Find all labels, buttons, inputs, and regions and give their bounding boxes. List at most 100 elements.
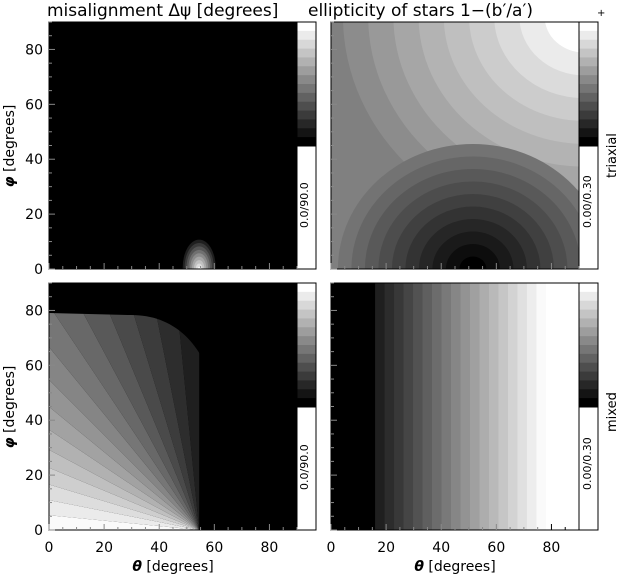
contour-band <box>375 283 386 530</box>
colorbar-step <box>297 75 316 85</box>
colorbar-step <box>297 371 316 381</box>
colorbar-step <box>297 345 316 355</box>
contour-band <box>507 283 519 530</box>
x-tick-label: 40 <box>432 540 450 556</box>
colorbar-step <box>579 336 598 346</box>
y-tick-label: 40 <box>25 152 43 168</box>
panel-bottom-right-ellipticity-mixed <box>331 283 579 530</box>
x-tick-label: 60 <box>487 540 505 556</box>
colorbar-step <box>579 327 598 337</box>
colorbar-step <box>297 353 316 364</box>
y-tick-label: 20 <box>25 468 43 484</box>
colorbar-step <box>297 30 316 41</box>
colorbar-label-top-left: 0.0/90.0 <box>298 182 311 228</box>
colorbar-step <box>297 66 316 76</box>
colorbar-step <box>579 66 598 76</box>
contour-band <box>49 515 200 530</box>
colorbar-step <box>297 57 316 67</box>
colorbar-step <box>297 336 316 346</box>
contour-band <box>384 283 395 530</box>
colorbar-step <box>579 362 598 373</box>
contour-band <box>545 283 579 530</box>
colorbar-label-bottom-left: 0.0/90.0 <box>298 444 311 490</box>
contour-band <box>460 283 471 530</box>
row-label-mixed: mixed <box>605 392 620 432</box>
y-tick-label: 60 <box>25 97 43 113</box>
contour-band <box>432 283 443 530</box>
right-title-marker: + <box>597 8 605 19</box>
x-axis-label-left: θ [degrees] <box>132 559 213 575</box>
y-tick-label: 60 <box>25 358 43 374</box>
contour-band <box>498 283 509 530</box>
colorbar-step <box>579 57 598 67</box>
x-tick-label: 60 <box>205 540 223 556</box>
colorbar-step <box>579 345 598 355</box>
panel-bottom-left-misalignment-mixed <box>49 283 297 530</box>
colorbar-step <box>579 101 598 112</box>
heatmap-background <box>49 22 297 269</box>
left-column-title: misalignment Δψ [degrees] <box>47 1 278 21</box>
panel-top-right-ellipticity-triaxial <box>331 22 579 269</box>
colorbar-step <box>297 84 316 94</box>
contour-band <box>197 266 201 269</box>
colorbar-step <box>579 309 598 319</box>
colorbar-step <box>579 119 598 129</box>
colorbar-step <box>297 128 316 138</box>
contour-band <box>422 283 433 530</box>
contour-band <box>49 484 200 530</box>
contour-band <box>441 283 452 530</box>
contour-band <box>49 305 200 530</box>
contour-band <box>451 283 462 530</box>
contour-band <box>394 283 405 530</box>
contour-band <box>479 283 490 530</box>
colorbar-step <box>297 291 316 302</box>
colorbar-step <box>297 283 316 293</box>
colorbar-step <box>579 380 598 390</box>
colorbar-step <box>579 92 598 103</box>
colorbar-bottom-right <box>578 282 599 531</box>
colorbar-step <box>297 92 316 103</box>
colorbar-step <box>579 283 598 293</box>
contour-band <box>174 283 200 530</box>
colorbar-bottom-left <box>296 282 317 531</box>
contour-band <box>459 256 487 269</box>
contour-band <box>49 500 200 530</box>
colorbar-step <box>297 327 316 337</box>
colorbar-step <box>297 48 316 58</box>
colorbar-step <box>579 318 598 328</box>
colorbar-top-left <box>296 21 317 270</box>
colorbar-step <box>579 110 598 120</box>
contour-band <box>403 283 414 530</box>
contour-band <box>488 283 500 530</box>
row-label-triaxial: triaxial <box>605 133 620 178</box>
y-tick-label: 80 <box>25 303 43 319</box>
colorbar-step <box>579 291 598 302</box>
contour-band <box>517 283 528 530</box>
colorbar-step <box>579 48 598 58</box>
colorbar-step <box>579 371 598 381</box>
x-tick-label: 20 <box>377 540 395 556</box>
colorbar-step <box>297 22 316 32</box>
colorbar-step <box>297 398 316 408</box>
colorbar-step <box>579 300 598 311</box>
colorbar-step <box>579 398 598 408</box>
colorbar-step <box>579 389 598 399</box>
colorbar-step <box>579 30 598 41</box>
contour-band <box>150 283 200 530</box>
colorbar-step <box>579 39 598 50</box>
contour-band <box>49 283 200 530</box>
contour-band <box>49 406 200 530</box>
colorbar-step <box>579 75 598 85</box>
colorbar-step <box>297 101 316 112</box>
contour-band <box>470 283 481 530</box>
contour-band <box>536 283 547 530</box>
x-tick-label: 0 <box>45 540 54 556</box>
y-axis-label-top: φ [degrees] <box>2 105 18 188</box>
y-tick-label: 0 <box>34 523 43 539</box>
colorbar-step <box>579 137 598 147</box>
y-axis-label-bottom: φ [degrees] <box>2 366 18 449</box>
axis-ticks: 0 20 40 60 80 0 20 40 60 80 0 20 40 60 80 0 20 40 60 80 <box>25 21 580 556</box>
x-tick-label: 0 <box>327 540 336 556</box>
x-axis-label-right: θ [degrees] <box>414 559 495 575</box>
